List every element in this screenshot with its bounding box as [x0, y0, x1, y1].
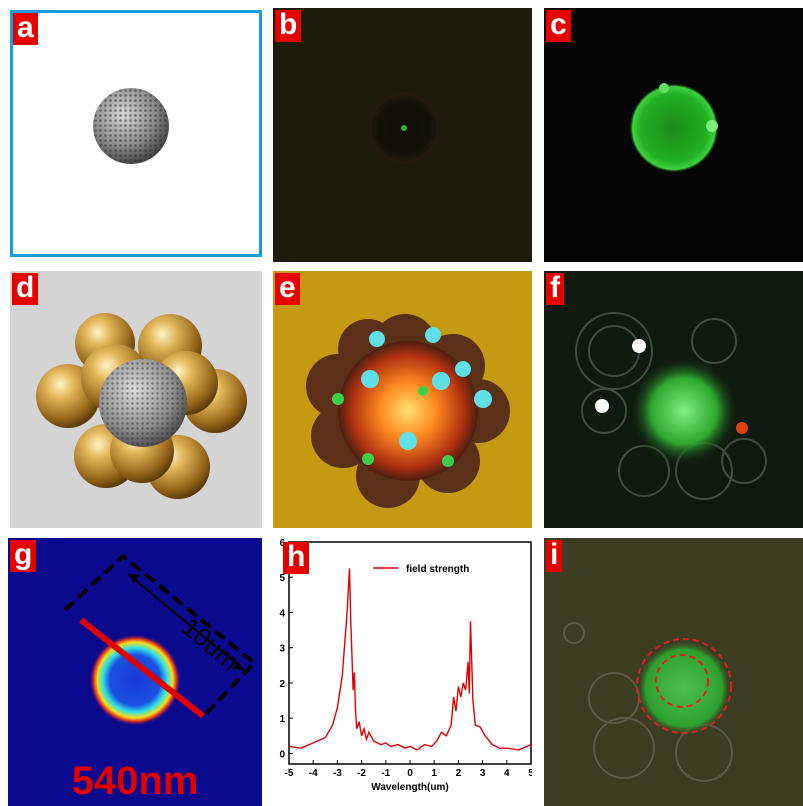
- panel-f: f: [544, 271, 803, 528]
- panel-i-label: i: [546, 540, 563, 572]
- panel-b: b: [273, 8, 532, 262]
- panel-g: g 10um 540nm: [8, 538, 262, 806]
- panel-i: i: [544, 538, 803, 806]
- gold-sphere-cluster-image: [36, 313, 247, 499]
- y-tick-label: 0: [279, 749, 285, 760]
- panel-a: a: [10, 10, 262, 257]
- green-fluorescence-image: [629, 83, 719, 173]
- panel-c: c: [544, 8, 803, 262]
- y-tick-label: 3: [279, 644, 285, 655]
- y-tick-label: 6: [279, 538, 285, 549]
- x-tick-label: 1: [431, 768, 437, 779]
- y-tick-label: 2: [279, 679, 285, 690]
- x-tick-label: -3: [333, 768, 342, 779]
- x-tick-label: -4: [309, 768, 318, 779]
- series-line: [288, 568, 532, 751]
- field-strength-chart: -5 -4 -3 -2 -1 0 1 2 3 4 5 0 1 2 3 4 5 6 Wavelength(um) fie…: [279, 538, 532, 793]
- x-tick-label: 4: [504, 768, 510, 779]
- y-tick-label: 1: [279, 714, 285, 725]
- x-axis-label: Wavelength(um): [371, 782, 448, 793]
- dark-field-image: [366, 90, 442, 166]
- porous-sphere-image: [93, 88, 169, 164]
- wavelength-label: 540nm: [71, 759, 199, 803]
- panel-b-label: b: [275, 10, 302, 42]
- legend-label: field strength: [406, 564, 469, 575]
- panel-h: h -5 -4 -3 -2 -1 0 1 2 3 4 5 0 1 2 3 4 5 6 Wavelength(um) f…: [273, 538, 532, 806]
- panel-a-label: a: [13, 13, 38, 45]
- intensity-map-image: 10um: [63, 553, 257, 726]
- x-tick-label: 2: [456, 768, 462, 779]
- panel-c-label: c: [546, 10, 571, 42]
- x-tick-label: 5: [528, 768, 532, 779]
- panel-g-label: g: [10, 540, 37, 572]
- plot-frame: [288, 541, 532, 765]
- optical-microscope-image: [306, 314, 510, 508]
- x-tick-label: 3: [480, 768, 486, 779]
- panel-d-label: d: [12, 273, 39, 305]
- x-tick-label: 0: [407, 768, 413, 779]
- x-tick-label: -5: [285, 768, 294, 779]
- panel-f-label: f: [546, 273, 564, 305]
- panel-e: e: [273, 271, 532, 528]
- x-tick-label: -2: [357, 768, 366, 779]
- x-tick-label: -1: [381, 768, 390, 779]
- overlay-microscope-image: [563, 622, 733, 782]
- scattering-fluorescence-image: [575, 312, 767, 500]
- panel-e-label: e: [275, 273, 300, 305]
- panel-h-label: h: [283, 542, 310, 574]
- y-tick-label: 5: [279, 573, 285, 584]
- panel-d: d: [10, 271, 262, 528]
- y-tick-label: 4: [279, 608, 285, 619]
